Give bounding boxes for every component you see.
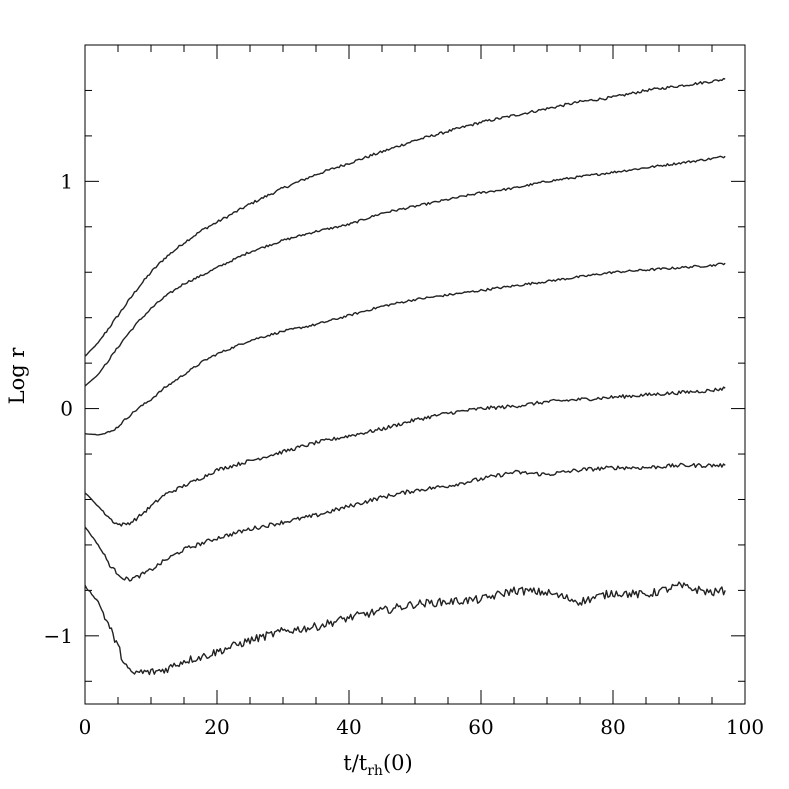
tick-labels: 0 20 40 60 80 100 −1 0 1 — [44, 169, 765, 739]
y-tick-label: 1 — [60, 169, 73, 193]
x-tick-label: 20 — [204, 715, 229, 739]
x-tick-label: 60 — [468, 715, 493, 739]
axis-ticks — [84, 44, 746, 704]
x-axis-label-main: t/t — [343, 751, 368, 775]
x-axis-label-tail: (0) — [383, 751, 413, 775]
x-axis-label-sub: rh — [367, 763, 383, 779]
series-line-5 — [84, 462, 726, 582]
series-line-4 — [84, 386, 726, 527]
x-tick-label: 0 — [79, 715, 92, 739]
x-tick-label: 40 — [336, 715, 361, 739]
y-tick-label: 0 — [60, 397, 73, 421]
y-axis-label: Log r — [5, 347, 29, 405]
series-line-1 — [84, 77, 726, 357]
y-tick-label: −1 — [44, 624, 73, 648]
series-line-2 — [84, 155, 726, 387]
x-tick-label: 100 — [726, 715, 764, 739]
series-group — [84, 77, 726, 676]
series-line-3 — [84, 262, 726, 436]
series-line-6 — [84, 581, 726, 676]
x-axis-label: t/trh(0) — [343, 751, 412, 779]
x-tick-label: 80 — [600, 715, 625, 739]
